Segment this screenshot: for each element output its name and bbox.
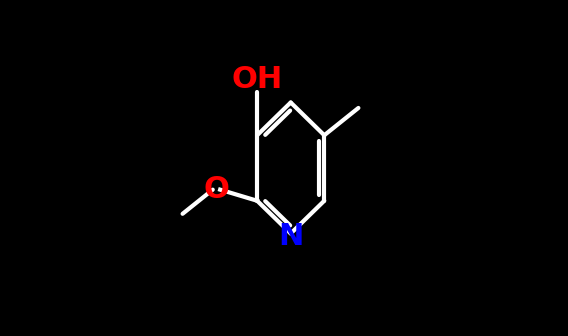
- Text: N: N: [278, 222, 303, 251]
- Text: OH: OH: [232, 65, 283, 94]
- Text: O: O: [204, 175, 229, 204]
